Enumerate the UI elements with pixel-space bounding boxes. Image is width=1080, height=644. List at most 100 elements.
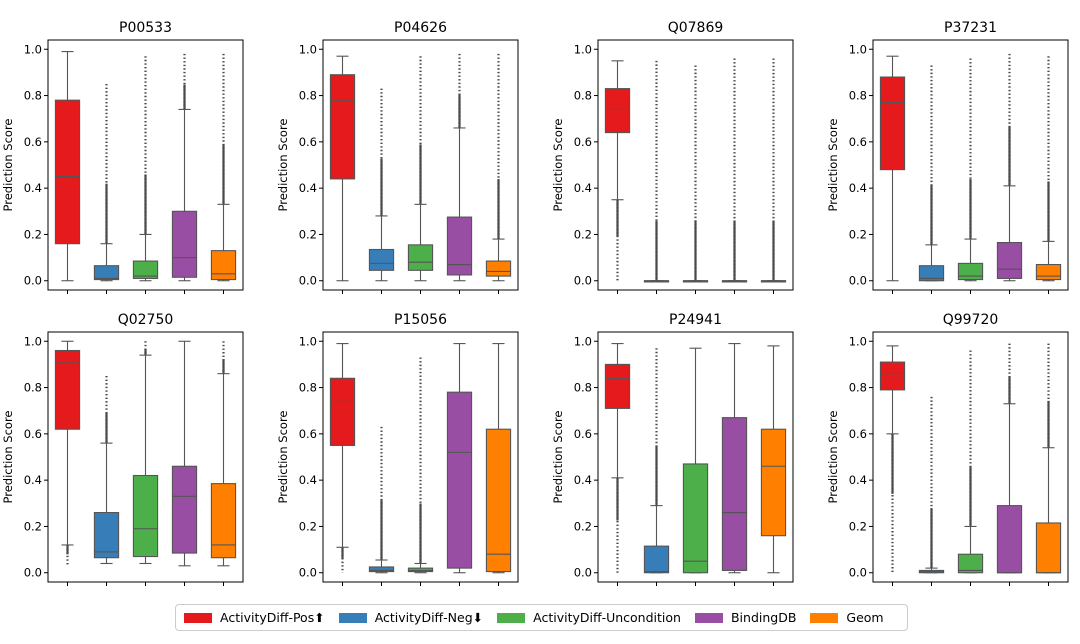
subplot-title: Q99720 xyxy=(943,312,999,328)
box-iqr xyxy=(210,483,237,559)
subplot-P04626: P04626 Prediction Score 0.0 0.2 0.4 0.6 0.8 1.0 xyxy=(276,20,519,294)
legend-item: ActivityDiff-Neg⬇ xyxy=(338,610,484,625)
box-ActivityDiff-Uncondition xyxy=(682,65,709,283)
legend: ActivityDiff-Pos⬆ ActivityDiff-Neg⬇ Activi… xyxy=(175,604,908,631)
box-ActivityDiff-Pos xyxy=(879,345,906,573)
y-axis-label: Prediction Score xyxy=(1,119,15,212)
box-iqr xyxy=(604,88,631,134)
box-BindingDB xyxy=(446,343,473,574)
y-tick-label: 0.2 xyxy=(849,519,867,533)
y-tick-label: 0.0 xyxy=(24,274,42,288)
axes-frame xyxy=(47,39,244,291)
legend-label: ActivityDiff-Neg⬇ xyxy=(374,610,484,625)
box-iqr xyxy=(93,265,120,281)
subplot-Q02750: Q02750 Prediction Score 0.0 0.2 0.4 0.6 0.8 1.0 xyxy=(1,312,244,586)
subplot-Q99720: Q99720 Prediction Score 0.0 0.2 0.4 0.6 0.8 1.0 xyxy=(826,312,1069,586)
y-tick-label: 0.4 xyxy=(849,473,867,487)
y-axis-label: Prediction Score xyxy=(1,411,15,504)
box-iqr xyxy=(485,428,512,573)
box-ActivityDiff-Neg xyxy=(93,375,120,565)
box-iqr xyxy=(996,505,1023,574)
box-iqr xyxy=(879,76,906,171)
y-tick-label: 0.8 xyxy=(574,381,592,395)
axes-frame xyxy=(872,331,1069,583)
box-iqr xyxy=(407,567,434,573)
y-tick-label: 0.0 xyxy=(574,274,592,288)
legend-label: Geom xyxy=(846,610,884,625)
y-axis-label: Prediction Score xyxy=(551,411,565,504)
box-BindingDB xyxy=(721,58,748,283)
box-ActivityDiff-Neg xyxy=(93,83,120,282)
box-Geom xyxy=(1035,343,1062,574)
axes-frame xyxy=(322,39,519,291)
box-Geom xyxy=(485,343,512,574)
box-BindingDB xyxy=(446,53,473,282)
box-ActivityDiff-Neg xyxy=(368,88,395,282)
y-tick-label: 1.0 xyxy=(574,334,592,348)
box-iqr xyxy=(368,566,395,573)
y-tick-label: 0.6 xyxy=(299,135,317,149)
box-ActivityDiff-Uncondition xyxy=(957,58,984,282)
y-tick-label: 0.6 xyxy=(849,427,867,441)
y-tick-label: 0.0 xyxy=(24,566,42,580)
subplot-title: P00533 xyxy=(119,20,172,36)
box-iqr xyxy=(132,260,159,279)
box-iqr xyxy=(643,545,670,574)
subplot-Q07869: Q07869 Prediction Score 0.0 0.2 0.4 0.6 0.8 1.0 xyxy=(551,20,794,294)
box-iqr xyxy=(996,241,1023,279)
y-tick-label: 0.8 xyxy=(849,89,867,103)
subplot-P37231: P37231 Prediction Score 0.0 0.2 0.4 0.6 0.8 1.0 xyxy=(826,20,1069,294)
box-iqr xyxy=(368,248,395,271)
subplot-title: P15056 xyxy=(394,312,447,328)
y-tick-label: 1.0 xyxy=(849,42,867,56)
subplot-title: P24941 xyxy=(669,312,722,328)
box-iqr xyxy=(485,260,512,277)
box-plot-figure: P00533 Prediction Score 0.0 0.2 0.4 0.6 0.8 1.0… xyxy=(1,20,1069,586)
box-iqr xyxy=(446,216,473,276)
y-axis-label: Prediction Score xyxy=(276,119,290,212)
box-Geom xyxy=(485,53,512,282)
box-Geom xyxy=(1035,56,1062,282)
box-iqr xyxy=(721,417,748,571)
y-tick-label: 1.0 xyxy=(299,334,317,348)
y-tick-label: 0.2 xyxy=(574,519,592,533)
legend-label: ActivityDiff-Pos⬆ xyxy=(220,610,325,625)
axes-frame xyxy=(597,331,794,583)
legend-item: BindingDB xyxy=(694,610,796,625)
box-iqr xyxy=(1035,522,1062,574)
box-ActivityDiff-Pos xyxy=(604,60,631,281)
y-axis-label: Prediction Score xyxy=(826,119,840,212)
box-ActivityDiff-Neg xyxy=(643,60,670,283)
box-ActivityDiff-Uncondition xyxy=(957,350,984,574)
box-ActivityDiff-Uncondition xyxy=(132,341,159,565)
box-BindingDB xyxy=(171,340,198,567)
y-tick-label: 0.2 xyxy=(299,519,317,533)
y-tick-label: 0.8 xyxy=(299,89,317,103)
box-ActivityDiff-Neg xyxy=(918,65,945,282)
y-tick-label: 0.4 xyxy=(574,181,592,195)
box-iqr xyxy=(957,262,984,281)
box-iqr xyxy=(1035,263,1062,281)
box-ActivityDiff-Neg xyxy=(918,396,945,574)
y-tick-label: 0.8 xyxy=(299,381,317,395)
legend-item: ActivityDiff-Uncondition xyxy=(497,610,681,625)
box-BindingDB xyxy=(171,53,198,282)
box-iqr xyxy=(171,210,198,278)
box-ActivityDiff-Pos xyxy=(54,340,81,566)
subplot-title: P37231 xyxy=(944,20,997,36)
y-tick-label: 0.6 xyxy=(574,135,592,149)
y-tick-label: 0.2 xyxy=(849,227,867,241)
box-ActivityDiff-Neg xyxy=(643,348,670,574)
y-tick-label: 0.6 xyxy=(299,427,317,441)
box-Geom xyxy=(760,58,787,283)
y-tick-label: 0.8 xyxy=(24,381,42,395)
box-iqr xyxy=(329,74,356,180)
legend-swatch xyxy=(338,612,367,623)
y-tick-label: 0.0 xyxy=(299,274,317,288)
legend-swatch xyxy=(810,612,839,623)
box-BindingDB xyxy=(721,343,748,574)
legend-item: ActivityDiff-Pos⬆ xyxy=(184,610,325,625)
y-tick-label: 1.0 xyxy=(849,334,867,348)
y-axis-label: Prediction Score xyxy=(551,119,565,212)
box-ActivityDiff-Uncondition xyxy=(407,56,434,282)
